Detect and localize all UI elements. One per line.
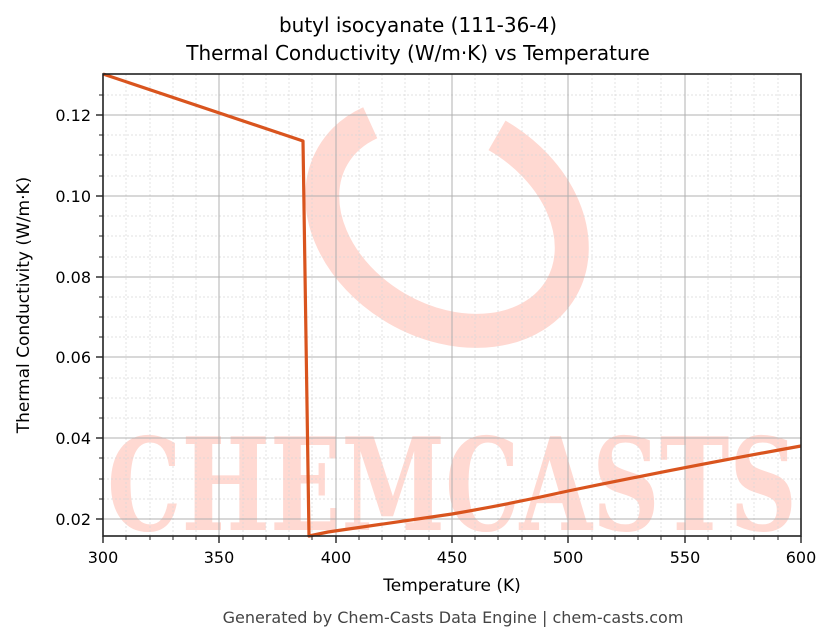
thermal-conductivity-line xyxy=(102,72,802,538)
x-tick-label: 350 xyxy=(204,548,235,567)
y-tick-labels: 0.02 0.04 0.06 0.08 0.10 0.12 xyxy=(55,106,91,529)
chart-title-property: Thermal Conductivity (W/m·K) vs Temperat… xyxy=(186,41,650,65)
x-tick-label: 300 xyxy=(88,548,119,567)
x-tick-label: 550 xyxy=(670,548,701,567)
x-axis-label: Temperature (K) xyxy=(383,576,521,596)
y-tick-label: 0.06 xyxy=(55,348,91,367)
x-ticks xyxy=(102,536,802,543)
x-tick-label: 400 xyxy=(321,548,352,567)
y-tick-label: 0.02 xyxy=(55,510,91,529)
footer-credit: Generated by Chem-Casts Data Engine | ch… xyxy=(222,608,684,627)
y-tick-label: 0.08 xyxy=(55,268,91,287)
y-tick-label: 0.04 xyxy=(55,429,91,448)
y-axis-label: Thermal Conductivity (W/m·K) xyxy=(14,176,34,434)
y-tick-label: 0.12 xyxy=(55,106,91,125)
x-tick-label: 600 xyxy=(786,548,817,567)
chart-title-compound: butyl isocyanate (111-36-4) xyxy=(278,13,558,37)
y-tick-label: 0.10 xyxy=(55,187,91,206)
x-tick-labels: 300 350 400 450 500 550 600 xyxy=(88,548,817,567)
x-tick-label: 450 xyxy=(437,548,468,567)
y-ticks xyxy=(96,94,103,520)
major-grid xyxy=(103,74,801,536)
x-tick-label: 500 xyxy=(553,548,584,567)
